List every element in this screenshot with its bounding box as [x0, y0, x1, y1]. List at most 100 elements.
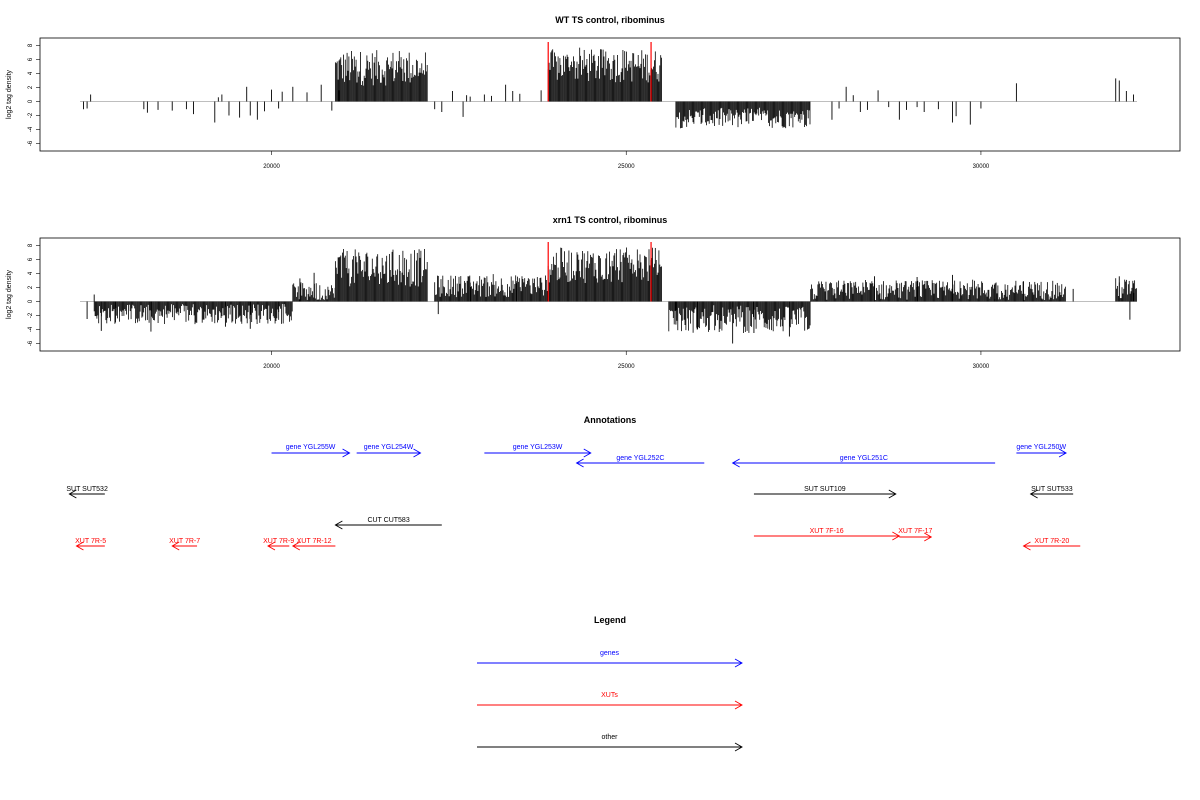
y-tick-label: -6: [28, 140, 34, 146]
legend-entry-other: other: [477, 734, 743, 752]
wt-bars: [80, 42, 1137, 129]
annotation-feature: gene YGL251C: [731, 455, 996, 468]
arrow-head: [68, 489, 77, 499]
y-tick-label: 8: [28, 43, 34, 47]
arrow-head: [734, 700, 743, 710]
annotation-feature: XUT 7R-20: [1022, 538, 1081, 551]
annotation-feature: XUT 7R-7: [169, 538, 200, 551]
xrn1-plot-frame: [39, 237, 1181, 352]
feature-label: gene YGL251C: [840, 455, 888, 462]
legend-label: other: [602, 734, 619, 741]
annotation-feature: gene YGL253W: [484, 444, 592, 458]
arrow-head: [291, 541, 301, 551]
y-tick-label: 4: [28, 71, 34, 75]
feature-label: gene YGL253W: [513, 444, 563, 451]
y-tick-label: 8: [28, 243, 34, 247]
annotation-feature: CUT CUT583: [334, 517, 442, 530]
legend-label: genes: [600, 650, 620, 657]
x-tick-label: 25000: [618, 164, 635, 170]
annotation-feature: gene YGL250W: [1016, 444, 1067, 458]
annotation-feature: gene YGL254W: [356, 444, 422, 458]
annotation-feature: SUT SUT533: [1029, 486, 1074, 499]
y-tick-label: -2: [28, 112, 34, 118]
annotation-feature: XUT 7R-5: [75, 538, 106, 551]
x-tick-label: 20000: [263, 164, 280, 170]
annotation-feature: SUT SUT109: [753, 486, 897, 499]
arrow-head: [75, 541, 84, 551]
wt-density-panel: WT TS control, ribominus log2 tag densit…: [6, 15, 1181, 170]
legend-entries: genes XUTs other: [477, 650, 743, 752]
wt-plot-frame: [39, 37, 1181, 152]
legend-entry-genes: genes: [477, 650, 743, 668]
xrn1-panel-title: xrn1 TS control, ribominus: [553, 215, 668, 225]
legend-label: XUTs: [601, 692, 618, 699]
y-tick-label: -2: [28, 312, 34, 318]
y-tick-label: -4: [28, 126, 34, 132]
arrow-head: [413, 448, 422, 458]
y-tick-label: -6: [28, 340, 34, 346]
feature-label: gene YGL250W: [1016, 444, 1066, 451]
y-tick-label: 6: [28, 57, 34, 61]
legend-entry-XUTs: XUTs: [477, 692, 743, 710]
annotations-title: Annotations: [584, 415, 637, 425]
feature-label: gene YGL254W: [364, 444, 414, 451]
wt-y-axis-label: log2 tag density: [6, 69, 13, 119]
arrow-head: [1058, 448, 1067, 458]
wt-axes: 8 6 4 2 0 -2 -4 -6 20000 25000 30000: [28, 43, 990, 170]
annotations-panel: Annotations gene YGL255W gene YGL254W gene…: [66, 415, 1081, 551]
feature-label: CUT CUT583: [367, 517, 409, 524]
arrow-head: [575, 458, 584, 468]
feature-label: XUT 7F-16: [810, 528, 844, 535]
annotation-feature: XUT 7R-12: [291, 538, 336, 551]
arrow-head: [342, 448, 351, 458]
feature-label: SUT SUT532: [66, 486, 108, 493]
annotation-feature: SUT SUT532: [66, 486, 108, 499]
xrn1-y-axis-label: log2 tag density: [6, 269, 13, 319]
legend-title: Legend: [594, 615, 626, 625]
x-tick-label: 30000: [973, 364, 990, 370]
feature-label: gene YGL252C: [616, 455, 664, 462]
annotation-feature: gene YGL252C: [575, 455, 705, 468]
feature-label: XUT 7R-20: [1034, 538, 1069, 545]
x-tick-label: 25000: [618, 364, 635, 370]
feature-label: XUT 7R-5: [75, 538, 106, 545]
annotation-features: gene YGL255W gene YGL254W gene YGL253W gene…: [66, 444, 1081, 551]
y-tick-label: 2: [28, 85, 34, 89]
arrow-head: [888, 489, 897, 499]
arrow-head: [1022, 541, 1031, 551]
feature-label: SUT SUT533: [1031, 486, 1073, 493]
y-tick-label: 6: [28, 257, 34, 261]
y-tick-label: 4: [28, 271, 34, 275]
feature-label: XUT 7R-12: [297, 538, 332, 545]
annotation-feature: XUT 7F-17: [898, 528, 933, 542]
wt-panel-title: WT TS control, ribominus: [555, 15, 665, 25]
arrow-head: [334, 520, 343, 530]
arrow-head: [171, 541, 180, 551]
arrow-head: [924, 532, 933, 542]
feature-label: SUT SUT109: [804, 486, 846, 493]
xrn1-bars: [80, 242, 1137, 344]
feature-label: XUT 7F-17: [898, 528, 932, 535]
annotation-feature: XUT 7R-9: [263, 538, 294, 551]
feature-label: XUT 7R-9: [263, 538, 294, 545]
x-tick-label: 20000: [263, 364, 280, 370]
y-tick-label: 0: [28, 99, 34, 103]
y-tick-label: 2: [28, 285, 34, 289]
y-tick-label: -4: [28, 326, 34, 332]
annotation-feature: gene YGL255W: [271, 444, 351, 458]
arrow-head: [267, 541, 276, 551]
feature-label: gene YGL255W: [286, 444, 336, 451]
arrow-head: [583, 448, 592, 458]
annotation-feature: XUT 7F-16: [753, 528, 901, 541]
arrow-head: [892, 531, 901, 541]
feature-label: XUT 7R-7: [169, 538, 200, 545]
legend-panel: Legend genes XUTs other: [477, 615, 743, 752]
arrow-head: [734, 658, 743, 668]
arrow-head: [1029, 489, 1038, 499]
y-tick-label: 0: [28, 299, 34, 303]
xrn1-axes: 8 6 4 2 0 -2 -4 -6 20000 25000 30000: [28, 243, 990, 370]
xrn1-density-panel: xrn1 TS control, ribominus log2 tag dens…: [6, 215, 1181, 370]
arrow-head: [731, 458, 740, 468]
x-tick-label: 30000: [973, 164, 990, 170]
